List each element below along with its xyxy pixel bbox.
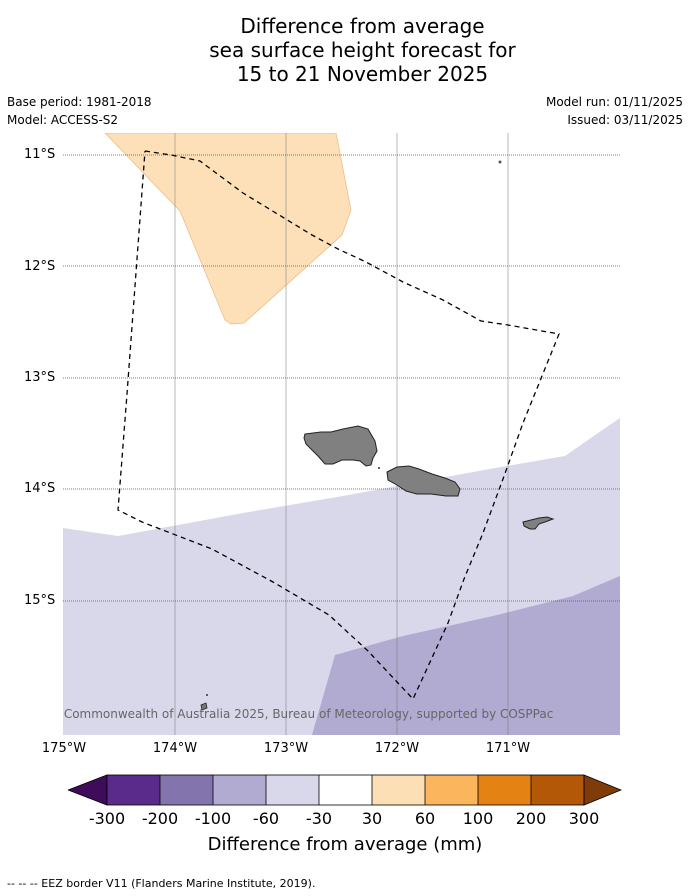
title-line-2: sea surface height forecast for [209,38,516,62]
cbar-segment-6 [372,775,425,805]
cbar-tick-1: -300 [88,809,126,828]
cbar-segment-2 [160,775,213,805]
manono-islet [378,467,380,469]
lon-label-175w: 175°W [41,741,87,756]
cbar-tick-7: 60 [414,809,436,828]
title-line-1: Difference from average [240,14,485,38]
anomaly-zone-plus30 [104,133,352,325]
colorbar-label: Difference from average (mm) [207,834,483,855]
cbar-tick-4: -60 [252,809,280,828]
map-area: © Commonwealth of Australia 2025, Bureau… [63,133,620,735]
lon-label-172w: 172°W [374,741,420,756]
issued-date: Issued: 03/11/2025 [567,113,683,127]
lat-label-11s: 11°S [24,147,56,162]
lon-label-173w: 173°W [263,741,309,756]
cbar-tick-8: 100 [462,809,494,828]
cbar-tick-10: 300 [568,809,600,828]
lat-label-13s: 13°S [24,370,56,385]
cbar-segment-9 [531,775,584,805]
rose-atoll-islet [498,160,502,164]
tiny-islet [206,694,208,696]
base-period: Base period: 1981-2018 [7,95,152,109]
lat-label-14s: 14°S [24,481,56,496]
cbar-segment-4 [266,775,319,805]
tutuila-island [522,516,555,530]
cbar-extend-low [68,774,108,806]
latitude-lines [63,154,620,602]
cbar-tick-6: 30 [361,809,383,828]
model-run: Model run: 01/11/2025 [545,95,683,109]
lon-label-171w: 171°W [485,741,531,756]
credit-text: © Commonwealth of Australia 2025, Bureau… [63,707,553,721]
niuafoou-islet [200,702,208,711]
cbar-segment-1 [107,775,160,805]
lat-label-12s: 12°S [24,259,56,274]
cbar-segment-7 [425,775,478,805]
cbar-tick-3: -100 [194,809,232,828]
anomaly-zone-minus60 [312,576,620,735]
map-title: Difference from average sea surface heig… [0,14,690,86]
upolu-island [386,465,461,497]
lat-label-15s: 15°S [24,593,56,608]
model-name: Model: ACCESS-S2 [7,113,119,127]
cbar-tick-5: -30 [305,809,333,828]
lon-label-174w: 174°W [152,741,198,756]
savaii-island [303,425,378,467]
cbar-segment-5 [319,775,372,805]
cbar-tick-9: 200 [515,809,547,828]
cbar-segment-8 [478,775,531,805]
title-line-3: 15 to 21 November 2025 [236,62,489,86]
cbar-extend-high [583,774,622,806]
graticule [174,133,509,735]
eez-legend-footer: -- -- -- EEZ border V11 (Flanders Marine… [7,877,316,890]
colorbar [68,774,622,806]
cbar-segment-3 [213,775,266,805]
cbar-tick-2: -200 [141,809,179,828]
